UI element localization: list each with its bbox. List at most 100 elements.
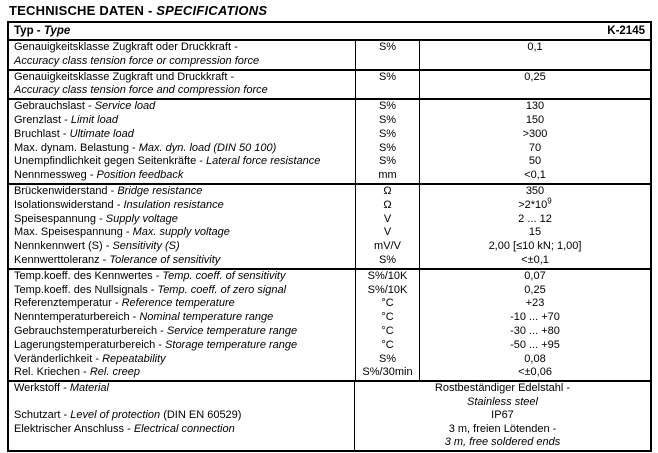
spec-label: Grenzlast - Limit load (9, 114, 355, 128)
spec-value-text: 130 (525, 100, 545, 113)
spec-value-text: 350 (525, 184, 545, 197)
material-label-en: Electrical connection (133, 422, 235, 435)
table-row: Grenzlast - Limit load S% 150 (9, 113, 650, 128)
spec-label-de: Speisespannung - (14, 212, 103, 225)
spec-unit: S% (355, 352, 420, 367)
spec-value: 2 ... 12 (420, 213, 650, 227)
material-labels: Werkstoff - Material Schutzart - Level o… (9, 382, 355, 450)
spec-value-text: 150 (525, 113, 545, 126)
spec-value: 15 (420, 226, 650, 240)
spec-value: 150 (420, 114, 650, 128)
table-body: Genauigkeitsklasse Zugkraft oder Druckkr… (9, 41, 650, 450)
table-row: Genauigkeitsklasse Zugkraft und Druckkra… (9, 70, 650, 99)
spec-label: Max. dynam. Belastung - Max. dyn. load (… (9, 142, 355, 156)
spec-label-de: Rel. Kriechen - (14, 366, 87, 379)
page-title: TECHNISCHE DATEN - SPECIFICATIONS (9, 3, 658, 18)
table-row: Max. dynam. Belastung - Max. dyn. load (… (9, 141, 650, 156)
spec-label: Kennwerttoleranz - Tolerance of sensitiv… (9, 254, 355, 268)
material-label-en: Material (69, 382, 109, 395)
table-row: Bruchlast - Ultimate load S% >300 (9, 127, 650, 142)
material-label-en: Level of protection (70, 409, 161, 422)
spec-label-en: Max. supply voltage (132, 226, 230, 239)
spec-label-de: Isolationswiderstand - (14, 198, 121, 211)
material-label-suffix: (DIN EN 60529) (163, 409, 242, 422)
spec-label-de: Brückenwiderstand - (14, 184, 115, 197)
spec-label-de: Max. Speisespannung - (14, 226, 130, 239)
spec-label-en: Storage temperature range (165, 338, 298, 351)
material-values: Rostbeständiger Edelstahl - Stainless ste… (355, 382, 650, 450)
spec-value: 0,25 (420, 284, 650, 298)
spec-label: Nennmessweg - Position feedback (9, 169, 355, 183)
spec-value-text: >300 (522, 127, 548, 140)
spec-label: Isolationswiderstand - Insulation resist… (9, 199, 355, 213)
spec-label-en: Nominal temperature range (139, 311, 274, 324)
spec-label: Gebrauchstemperaturbereich - Service tem… (9, 325, 355, 339)
spec-label-en: Ultimate load (69, 127, 134, 140)
table-row: Referenztemperatur - Reference temperatu… (9, 297, 650, 312)
material-value-line: 3 m, free soldered ends (444, 436, 561, 449)
spec-label-de: Grenzlast - (14, 113, 68, 126)
spec-value-text: 2,00 [≤10 kN; 1,00] (488, 240, 582, 253)
spec-label-de: Nennkennwert (S) - (14, 240, 110, 253)
table-row: Genauigkeitsklasse Zugkraft oder Druckkr… (9, 41, 650, 69)
spec-label-en: Repeatability (102, 352, 166, 365)
spec-value-text: 15 (528, 226, 542, 239)
spec-value: >2*109 (420, 197, 650, 213)
spec-label-en: Max. dyn. load (DIN 50 100) (138, 141, 277, 154)
spec-label: Lagerungstemperaturbereich - Storage tem… (9, 339, 355, 353)
material-section: Werkstoff - Material Schutzart - Level o… (9, 380, 650, 450)
spec-value-text: <0,1 (524, 169, 546, 182)
spec-label-de: Bruchlast - (14, 127, 67, 140)
page-title-en: SPECIFICATIONS (156, 3, 268, 18)
spec-value: 0,08 (420, 353, 650, 367)
spec-value: <±0,06 (420, 366, 650, 380)
spec-value-text: -50 ... +95 (510, 338, 560, 351)
spec-label: Rel. Kriechen - Rel. creep (9, 366, 355, 380)
spec-label-en: Reference temperature (121, 297, 235, 310)
spec-section: Temp.koeff. des Kennwertes - Temp. coeff… (9, 267, 650, 381)
type-label-en: Type (43, 24, 71, 37)
spec-value-text: 50 (528, 155, 542, 168)
material-value-line: Rostbeständiger Edelstahl - (434, 382, 571, 395)
table-row: Brückenwiderstand - Bridge resistance Ω 35… (9, 184, 650, 199)
material-label-de: Schutzart - (14, 409, 68, 422)
spec-value: 130 (420, 100, 650, 114)
material-label-line: Elektrischer Anschluss - Electrical conn… (14, 423, 351, 437)
material-label-de: Elektrischer Anschluss - (14, 422, 131, 435)
spec-unit: mm (355, 169, 420, 183)
spec-label: Veränderlichkeit - Repeatability (9, 353, 355, 367)
page-title-de: TECHNISCHE DATEN - (9, 3, 153, 18)
spec-label-de: Temp.koeff. des Kennwertes - (14, 269, 160, 282)
table-row: Temp.koeff. des Nullsignals - Temp. coef… (9, 283, 650, 298)
spec-unit: °C (355, 311, 420, 325)
table-row: Kennwerttoleranz - Tolerance of sensitiv… (9, 253, 650, 268)
spec-label-de: Nenntemperaturbereich - (14, 311, 137, 324)
spec-unit: S% (355, 253, 420, 268)
spec-label-de: Genauigkeitsklasse Zugkraft und Druckkra… (14, 70, 235, 83)
spec-unit: S% (355, 100, 420, 114)
material-label-line: Werkstoff - Material (14, 382, 351, 396)
table-row: Unempfindlichkeit gegen Seitenkräfte - L… (9, 155, 650, 170)
spec-value-text: 2 ... 12 (518, 212, 552, 225)
spec-label: Brückenwiderstand - Bridge resistance (9, 185, 355, 199)
spec-value-text: -10 ... +70 (510, 311, 560, 324)
spec-value: -10 ... +70 (420, 311, 650, 325)
table-row: Gebrauchslast - Service load S% 130 (9, 100, 650, 114)
type-label-de: Typ - (14, 24, 41, 37)
spec-label-de: Temp.koeff. des Nullsignals - (14, 283, 155, 296)
spec-label-en: Temp. coeff. of sensitivity (162, 269, 286, 282)
spec-value: 0,07 (420, 270, 650, 284)
spec-label-de: Lagerungstemperaturbereich - (14, 338, 162, 351)
spec-label-en: Position feedback (96, 169, 184, 182)
spec-label: Temp.koeff. des Kennwertes - Temp. coeff… (9, 270, 355, 284)
spec-label: Bruchlast - Ultimate load (9, 128, 355, 142)
spec-label-en: Service temperature range (166, 324, 298, 337)
spec-label-en: Accuracy class tension force and compres… (14, 84, 268, 97)
spec-label-de: Kennwerttoleranz - (14, 253, 107, 266)
spec-value: 70 (420, 142, 650, 156)
spec-value: >300 (420, 128, 650, 142)
spec-value-text: >2*10 (518, 198, 548, 211)
spec-label-en: Rel. creep (89, 366, 140, 379)
spec-label-de: Max. dynam. Belastung - (14, 141, 136, 154)
